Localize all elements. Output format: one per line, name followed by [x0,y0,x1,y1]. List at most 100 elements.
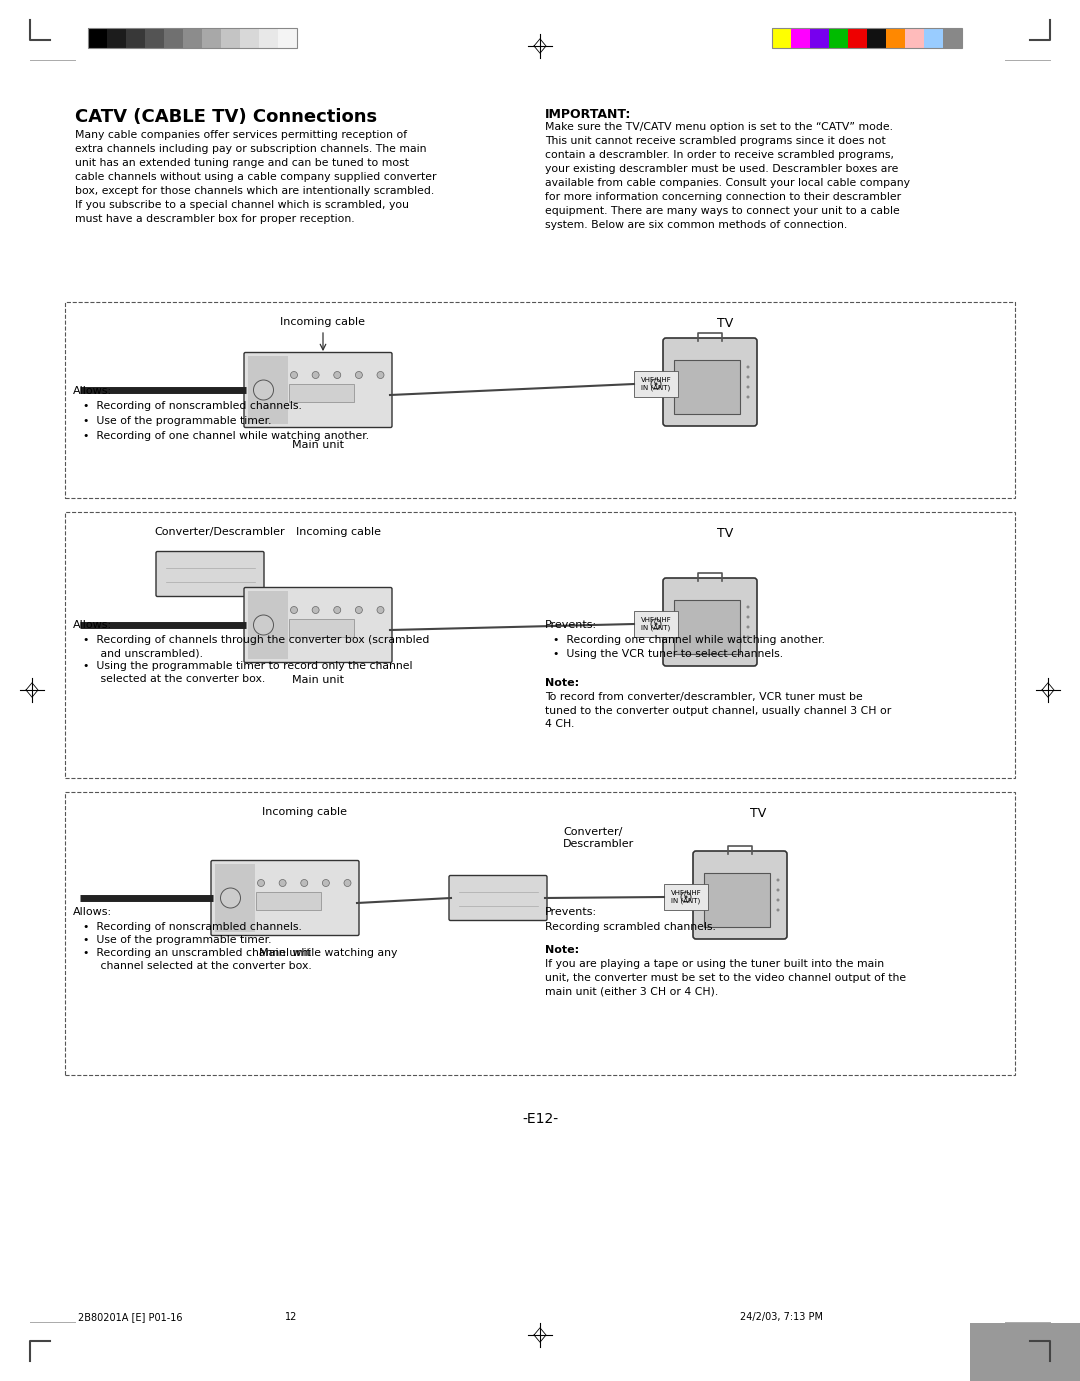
Circle shape [254,380,273,400]
Circle shape [651,378,661,389]
Bar [126,28,145,48]
Bar [65,302,1015,499]
FancyBboxPatch shape [244,587,392,663]
Circle shape [746,395,750,399]
Text: Incoming cable: Incoming cable [296,528,380,537]
Bar [704,873,770,927]
Bar [634,371,678,396]
Text: Allows:: Allows: [73,907,112,917]
Circle shape [220,888,241,907]
Bar [810,28,829,48]
Text: •  Recording of channels through the converter box (scrambled: • Recording of channels through the conv… [83,635,430,645]
Bar [634,610,678,637]
Bar [202,28,221,48]
Circle shape [377,371,384,378]
Circle shape [746,616,750,619]
Text: Incoming cable: Incoming cable [262,807,348,818]
Bar [221,28,240,48]
Bar [87,28,297,48]
Circle shape [654,383,658,385]
Circle shape [377,606,384,613]
Bar [215,865,255,932]
Text: To record from converter/descrambler, VCR tuner must be
tuned to the converter o: To record from converter/descrambler, VC… [545,692,891,729]
Circle shape [746,605,750,609]
Text: Make sure the TV/CATV menu option is set to the “CATV” mode.
This unit cannot re: Make sure the TV/CATV menu option is set… [545,122,910,231]
Circle shape [257,880,265,887]
Text: -E12-: -E12- [522,1112,558,1126]
Circle shape [746,366,750,369]
Circle shape [777,909,780,911]
FancyBboxPatch shape [449,876,546,921]
Circle shape [777,899,780,902]
Circle shape [746,385,750,388]
Text: channel selected at the converter box.: channel selected at the converter box. [83,961,312,971]
Bar [259,28,278,48]
Text: VHF/UHF
IN (ANT): VHF/UHF IN (ANT) [640,377,672,391]
Bar [943,28,962,48]
Bar [87,28,107,48]
Circle shape [291,606,297,613]
Text: •  Recording of one channel while watching another.: • Recording of one channel while watchin… [83,431,369,441]
Text: CATV (CABLE TV) Connections: CATV (CABLE TV) Connections [75,108,377,126]
Text: Converter/
Descrambler: Converter/ Descrambler [563,827,634,849]
Bar [867,28,886,48]
Circle shape [345,880,351,887]
Bar [674,360,740,414]
FancyBboxPatch shape [663,579,757,666]
Circle shape [746,626,750,628]
Bar [107,28,126,48]
Circle shape [254,615,273,635]
Bar [829,28,848,48]
Bar [278,28,297,48]
Bar [247,356,288,424]
Text: Main unit: Main unit [259,947,311,958]
Text: and unscrambled).: and unscrambled). [83,648,203,657]
Text: •  Recording an unscrambled channel while watching any: • Recording an unscrambled channel while… [83,947,397,958]
Circle shape [300,880,308,887]
Circle shape [334,606,341,613]
Text: Main unit: Main unit [292,675,345,685]
Bar [65,512,1015,778]
Circle shape [312,606,319,613]
Text: •  Recording one channel while watching another.: • Recording one channel while watching a… [553,635,825,645]
Text: 2B80201A [E] P01-16: 2B80201A [E] P01-16 [78,1312,183,1322]
Circle shape [355,606,363,613]
Bar [886,28,905,48]
Bar [183,28,202,48]
Circle shape [681,892,691,902]
FancyBboxPatch shape [211,860,359,935]
Circle shape [279,880,286,887]
Circle shape [685,895,688,899]
Bar [791,28,810,48]
Circle shape [334,371,341,378]
Text: Prevents:: Prevents: [545,620,597,630]
Bar [924,28,943,48]
Text: •  Use of the programmable timer.: • Use of the programmable timer. [83,416,271,425]
Circle shape [746,635,750,638]
Bar [240,28,259,48]
Bar [289,619,354,637]
FancyBboxPatch shape [244,352,392,428]
Bar [164,28,183,48]
Text: •  Using the programmable timer to record only the channel: • Using the programmable timer to record… [83,661,413,671]
Bar [256,892,321,910]
Text: 24/2/03, 7:13 PM: 24/2/03, 7:13 PM [740,1312,823,1322]
Text: •  Recording of nonscrambled channels.: • Recording of nonscrambled channels. [83,923,302,932]
Bar [848,28,867,48]
Bar [772,28,791,48]
Text: Prevents:: Prevents: [545,907,597,917]
FancyBboxPatch shape [693,851,787,939]
Bar [247,591,288,659]
Text: selected at the converter box.: selected at the converter box. [83,674,266,684]
Text: VHF/UHF
IN (ANT): VHF/UHF IN (ANT) [671,891,701,903]
Circle shape [777,888,780,892]
Text: TV: TV [750,807,766,820]
Text: TV: TV [717,528,733,540]
Text: Allows:: Allows: [73,620,112,630]
Text: 12: 12 [285,1312,297,1322]
Circle shape [291,371,297,378]
Bar [664,884,708,910]
Text: Note:: Note: [545,945,579,956]
Text: Allows:: Allows: [73,387,112,396]
Text: VHF/UHF
IN (ANT): VHF/UHF IN (ANT) [640,617,672,631]
